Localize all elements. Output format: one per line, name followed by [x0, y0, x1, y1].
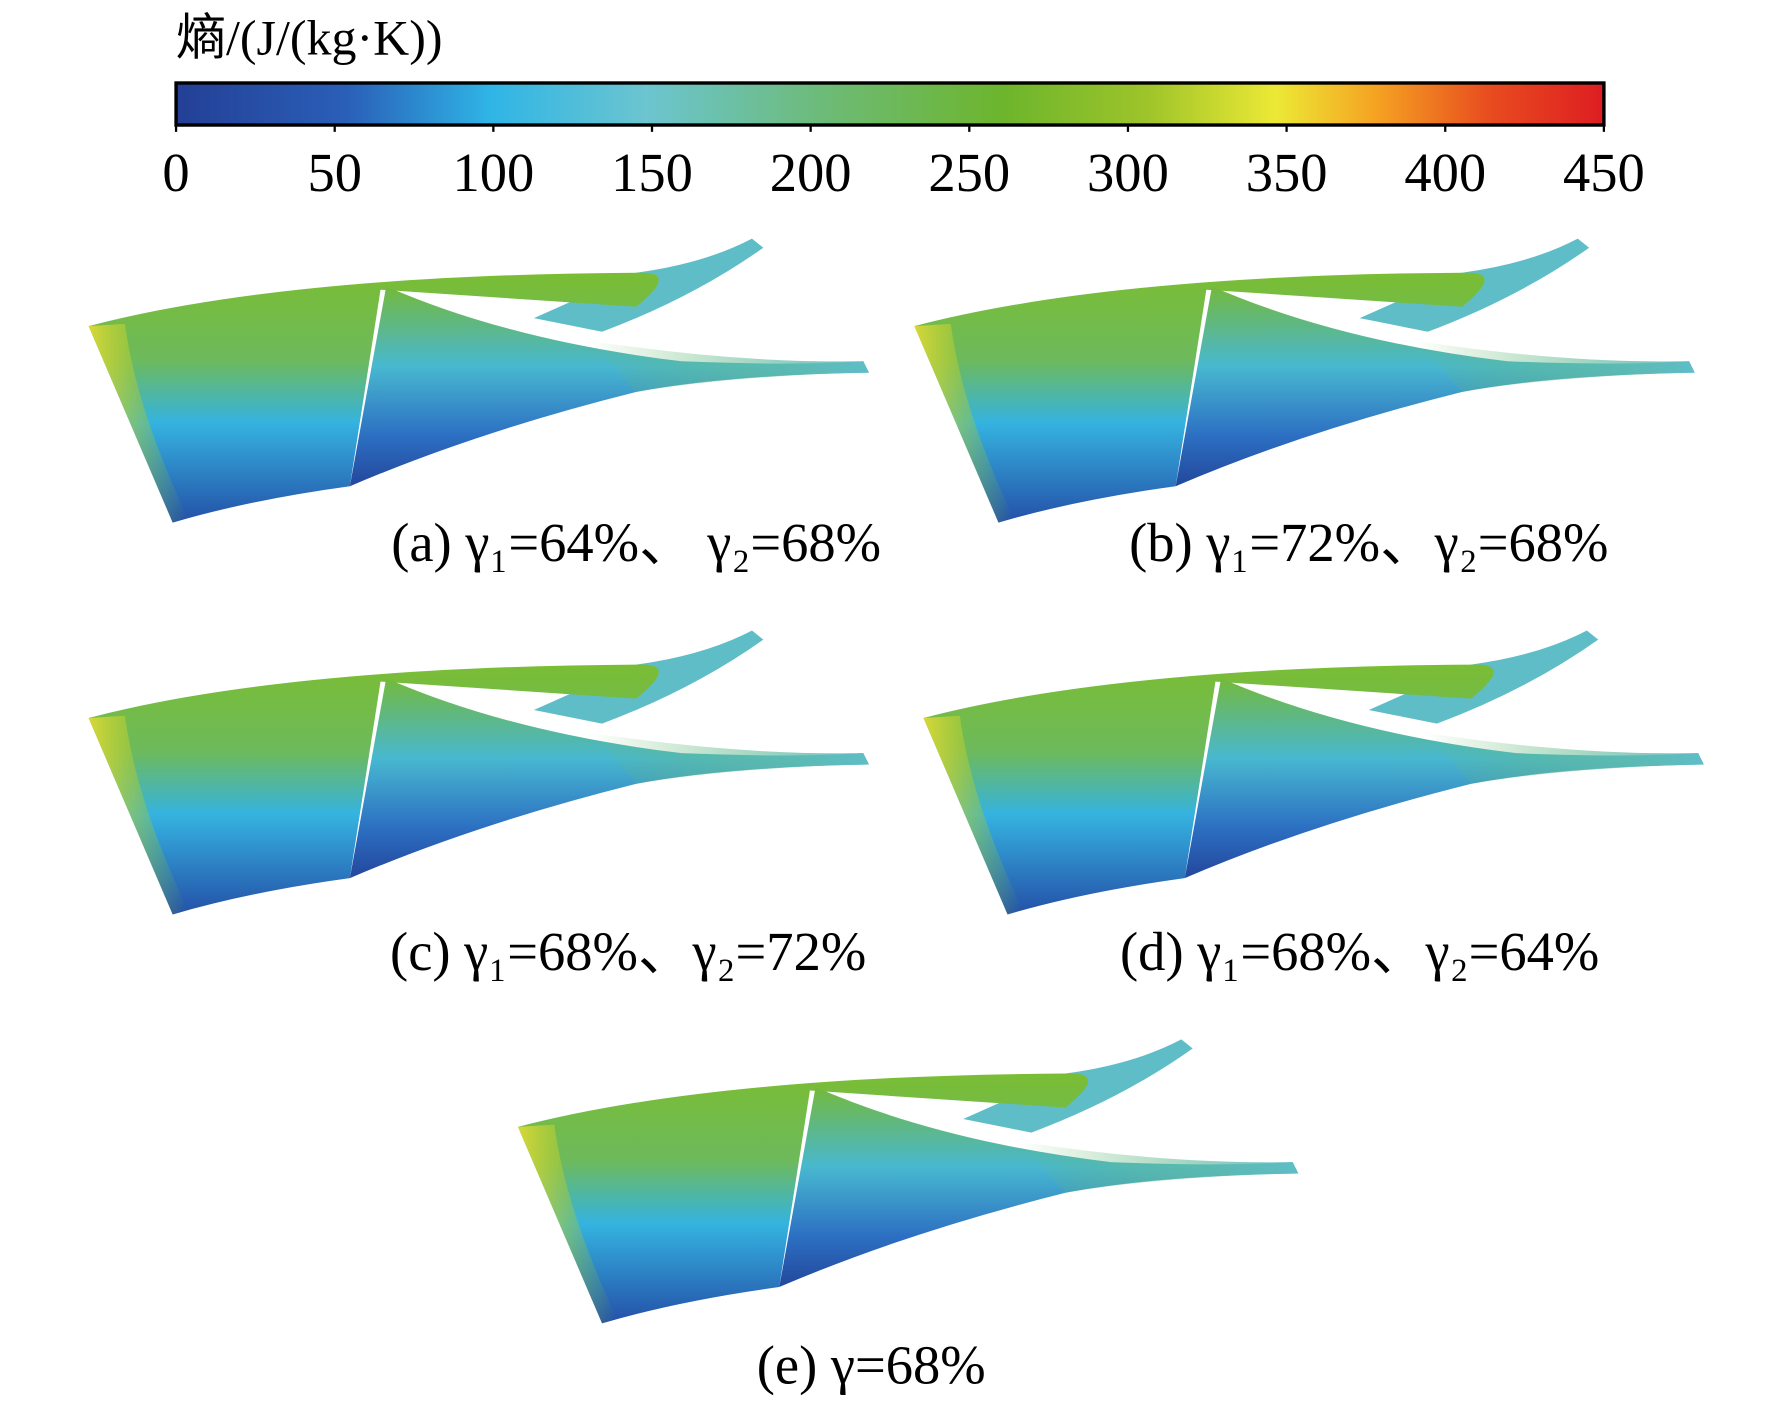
- colorbar: [174, 81, 1606, 127]
- blade-surface: [914, 238, 1695, 523]
- tick-label: 150: [611, 142, 693, 203]
- blade-surface: [88, 238, 869, 523]
- contour-plot: [914, 238, 1695, 523]
- blade-surface: [88, 630, 869, 915]
- tick-label: 300: [1087, 142, 1169, 203]
- contour-plot: [88, 238, 869, 523]
- tick-label: 200: [770, 142, 852, 203]
- blade-surface: [517, 1039, 1299, 1324]
- panel-caption: (a) γ₁=64%、 γ₂=68%: [391, 512, 881, 573]
- tick-label: 250: [928, 142, 1010, 203]
- tick-label: 100: [452, 142, 534, 203]
- contour-plot: [517, 1039, 1299, 1324]
- contour-plot: [923, 630, 1704, 915]
- colorbar-title: 熵/(J/(kg·K)): [176, 10, 442, 66]
- tick-label: 0: [162, 142, 189, 203]
- panel-caption: (c) γ₁=68%、γ₂=72%: [390, 921, 866, 982]
- tick-label: 400: [1404, 142, 1486, 203]
- tick-label: 450: [1563, 142, 1645, 203]
- tick-label: 350: [1246, 142, 1328, 203]
- blade-surface: [923, 630, 1704, 915]
- tick-label: 50: [307, 142, 362, 203]
- panel-caption: (d) γ₁=68%、γ₂=64%: [1120, 921, 1599, 982]
- panel-caption: (e) γ=68%: [757, 1335, 986, 1396]
- contour-plot: [88, 630, 869, 915]
- panel-caption: (b) γ₁=72%、γ₂=68%: [1129, 512, 1608, 573]
